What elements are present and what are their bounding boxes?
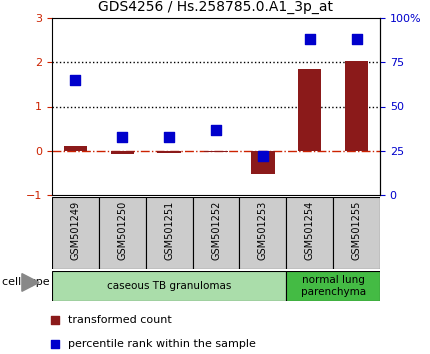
Bar — [64, 146, 87, 151]
Text: GSM501252: GSM501252 — [211, 201, 221, 260]
Bar — [204, 151, 228, 152]
Point — [306, 36, 313, 42]
Bar — [146, 197, 193, 269]
Bar — [333, 197, 380, 269]
Bar — [345, 61, 368, 151]
Point — [52, 341, 58, 347]
Bar — [99, 197, 146, 269]
Text: caseous TB granulomas: caseous TB granulomas — [107, 281, 231, 291]
Bar — [251, 151, 275, 174]
Text: GSM501251: GSM501251 — [164, 201, 174, 260]
Text: GSM501249: GSM501249 — [71, 201, 80, 260]
Text: transformed count: transformed count — [68, 315, 172, 325]
Bar — [286, 197, 333, 269]
Text: GSM501255: GSM501255 — [352, 201, 362, 260]
Bar — [193, 197, 240, 269]
Bar — [52, 271, 286, 301]
Point — [52, 317, 58, 323]
Bar — [298, 69, 322, 151]
Text: cell type: cell type — [2, 278, 50, 287]
Point — [119, 134, 126, 139]
Point — [212, 127, 219, 132]
Point — [353, 36, 360, 42]
Bar — [286, 271, 380, 301]
Bar — [52, 197, 99, 269]
Bar — [157, 151, 181, 153]
Polygon shape — [22, 274, 39, 291]
Text: GSM501250: GSM501250 — [117, 201, 127, 260]
Bar — [240, 197, 286, 269]
Text: percentile rank within the sample: percentile rank within the sample — [68, 339, 256, 349]
Point — [259, 153, 266, 159]
Point — [72, 77, 79, 83]
Bar — [111, 151, 134, 154]
Text: normal lung
parenchyma: normal lung parenchyma — [301, 275, 366, 297]
Text: GSM501254: GSM501254 — [305, 201, 315, 260]
Text: GSM501253: GSM501253 — [258, 201, 268, 260]
Title: GDS4256 / Hs.258785.0.A1_3p_at: GDS4256 / Hs.258785.0.A1_3p_at — [98, 0, 334, 14]
Point — [166, 134, 172, 139]
